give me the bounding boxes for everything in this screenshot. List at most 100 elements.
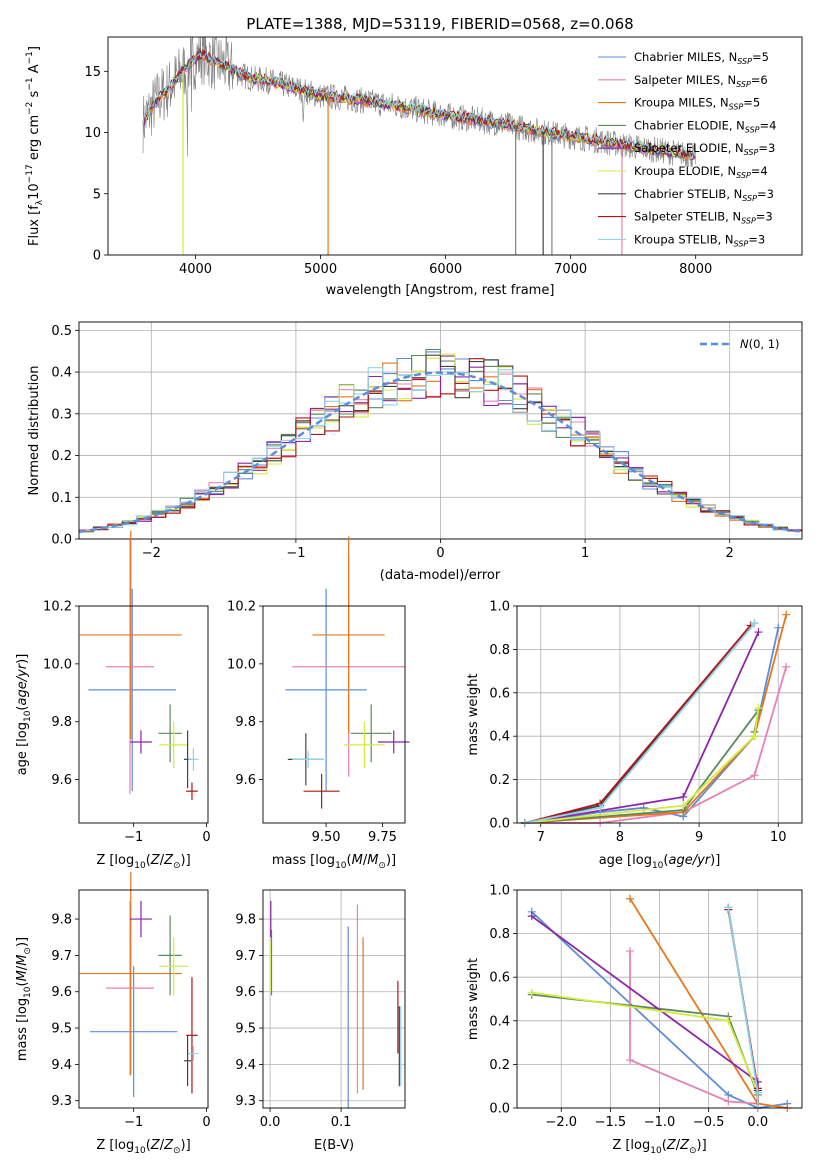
data-point-marker (753, 1088, 762, 1097)
y-tick-label: 9.4 (51, 1058, 72, 1073)
axes-spectrum: 4000 5000 6000 7000 8000 0 5 10 15 (84, 65, 712, 277)
x-ticks: 9.50 9.75 (312, 823, 397, 845)
x-tick-label: 8 (616, 830, 624, 845)
point-salpeter_stelib (186, 782, 198, 800)
y-ticks: 0 5 10 15 (84, 65, 108, 264)
data-point-marker (679, 801, 688, 810)
frame-age_vs_mass (262, 605, 406, 824)
data-point-marker (527, 988, 536, 997)
data-point-marker (750, 732, 759, 741)
y-tick-label: 1.0 (489, 884, 510, 899)
legend-label-part: SSP (741, 217, 756, 226)
y-tick-label: 9.6 (51, 773, 72, 788)
y-tick-label: 0.3 (51, 407, 72, 422)
label-part: )] (181, 853, 191, 868)
x-tick-label: 7000 (554, 262, 587, 277)
x-tick-label: 9.50 (312, 830, 341, 845)
legend-label-part: =4 (760, 118, 777, 132)
data-point-marker (774, 623, 783, 632)
legend-label-part: SSP (736, 171, 751, 180)
y-ticks: 9.3 9.4 9.5 9.6 9.7 9.8 (51, 913, 79, 1109)
label-part: mass [log (15, 998, 30, 1061)
y-tick-label: 0.6 (489, 971, 510, 986)
y-tick-label: 0.8 (489, 643, 510, 658)
x-tick-label: 5000 (304, 262, 337, 277)
point-chabrier_stelib (183, 1035, 192, 1087)
point-kroupa_miles (79, 530, 182, 740)
y-tick-label: 9.3 (51, 1094, 72, 1109)
point-chabrier_elodie (158, 915, 182, 996)
frame-massweight_vs_age (516, 605, 803, 824)
label-part: )] (181, 1138, 191, 1153)
label-part: ( (663, 853, 668, 868)
label-part: / (160, 853, 165, 868)
y-tick-label: 10.0 (43, 657, 72, 672)
x-tick-label: 4000 (179, 262, 212, 277)
x-tick-label: 0 (202, 1115, 210, 1130)
legend-label-part: Salpeter ELODIE, N (634, 141, 744, 155)
label-part: M (352, 853, 363, 868)
y-tick-label: 0.0 (489, 1102, 510, 1117)
y-axis-label: age [log10(age/yr)] (15, 654, 33, 776)
point-kroupa_stelib (188, 1046, 199, 1061)
series-salpeter_elodie (527, 912, 762, 1112)
y-axis-label: mass weight (466, 673, 481, 755)
data-point-marker (626, 947, 635, 956)
label-part: −17 (25, 164, 35, 183)
legend-label-part: SSP (736, 80, 751, 89)
label-part: Flux [f (27, 205, 42, 246)
legend-label-part: Kroupa MILES, N (634, 96, 729, 110)
x-tick-label: 9 (695, 830, 703, 845)
y-ticks: 9.3 9.4 9.5 9.6 9.7 9.8 (235, 913, 263, 1109)
y-axis-label: mass weight (466, 958, 481, 1040)
label-part: erg cm (27, 115, 42, 164)
label-part: ⊙ (378, 861, 386, 871)
label-part: )] (15, 937, 30, 947)
x-axis-label: Z [log10(Z/Z⊙)] (96, 853, 190, 871)
data-point-marker (527, 912, 536, 921)
label-part: M (15, 955, 30, 966)
label-part: Z (163, 853, 174, 868)
y-tick-label: 0.5 (51, 324, 72, 339)
label-part: λ (35, 199, 45, 205)
legend-label: Salpeter ELODIE, NSSP=3 (634, 141, 775, 157)
legend-label-part: Kroupa ELODIE, N (634, 164, 736, 178)
y-tick-label: 0.6 (489, 686, 510, 701)
histogram-salpeter_elodie (79, 355, 802, 532)
y-tick-label: 10.2 (43, 600, 72, 615)
x-axis-label: E(B-V) (314, 1138, 354, 1153)
point-chabrier_elodie (158, 704, 182, 763)
label-part: / (676, 1138, 681, 1153)
axes-mass_vs_Z: −1 0 9.3 9.4 9.5 9.6 9.7 9.8 (51, 913, 210, 1130)
x-ticks: −1 0 (124, 1108, 211, 1130)
legend-label-part: =5 (752, 50, 769, 64)
x-axis-label: Z [log10(Z/Z⊙)] (612, 1138, 706, 1156)
point-salpeter_miles (105, 539, 155, 795)
x-ticks: −1 0 (124, 823, 211, 845)
legend-label: Kroupa MILES, NSSP=5 (634, 96, 760, 112)
point-salpeter_elodie (377, 730, 410, 754)
legend-label: Chabrier ELODIE, NSSP=4 (634, 118, 776, 134)
label-part: −1 (25, 77, 35, 90)
point-chabrier_elodie (350, 704, 392, 763)
x-ticks: 4000 5000 6000 7000 8000 (179, 255, 712, 277)
legend-label: Chabrier STELIB, NSSP=3 (634, 187, 774, 203)
y-ticks: 0.0 0.2 0.4 0.6 0.8 1.0 (489, 884, 517, 1117)
label-part: M (15, 970, 30, 981)
legend-label: Salpeter MILES, NSSP=6 (634, 73, 768, 89)
data-point-marker (724, 1097, 733, 1106)
errorbars-age_vs_mass (285, 536, 410, 809)
data-point-marker (626, 1056, 635, 1065)
data-point-marker (724, 903, 733, 912)
x-tick-label: 0.0 (260, 1115, 281, 1130)
legend-label-part: Kroupa STELIB, N (634, 232, 734, 246)
y-tick-label: 1.0 (489, 600, 510, 615)
errorbars-age_vs_Z (79, 530, 199, 800)
y-tick-label: 9.4 (235, 1058, 256, 1073)
label-part: ( (15, 706, 30, 711)
x-ticks: 7 8 9 10 (537, 823, 787, 845)
label-part: )] (697, 1138, 707, 1153)
label-part: N (740, 337, 749, 351)
label-part: age/yr (15, 662, 30, 705)
